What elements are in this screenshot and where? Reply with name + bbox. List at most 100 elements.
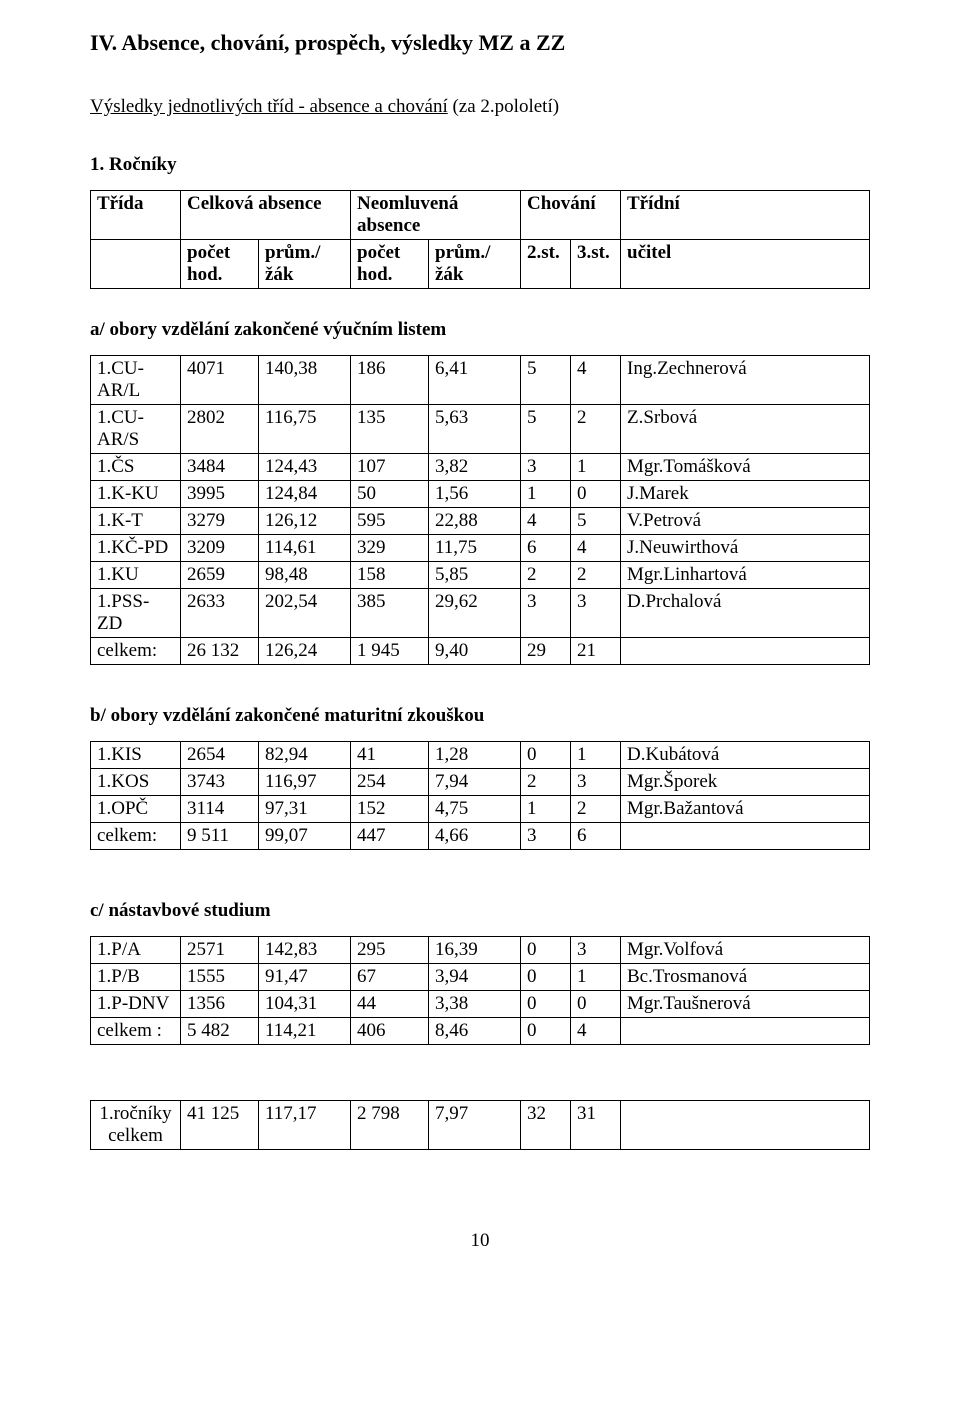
cell-name: 1.KOS (91, 769, 181, 796)
section-a-table: 1.CU-AR/L4071140,381866,4154Ing.Zechnero… (90, 355, 870, 665)
grand-line2: celkem (108, 1125, 163, 1146)
section-b-table: 1.KIS265482,94411,2801D.Kubátová1.KOS374… (90, 741, 870, 850)
cell-c6: 2 (571, 796, 621, 823)
cell-c3: 254 (351, 769, 429, 796)
hdr-prumzak1: prům./žák (259, 240, 351, 289)
total-b-c1: 9 511 (181, 823, 259, 850)
cell-teacher: J.Marek (621, 481, 870, 508)
table-row: 1.KU265998,481585,8522Mgr.Linhartová (91, 562, 870, 589)
cell-c1: 2633 (181, 589, 259, 638)
cell-c1: 2659 (181, 562, 259, 589)
cell-c1: 3114 (181, 796, 259, 823)
cell-c4: 1,28 (429, 742, 521, 769)
cell-c3: 595 (351, 508, 429, 535)
cell-teacher: Ing.Zechnerová (621, 356, 870, 405)
cell-c2: 91,47 (259, 964, 351, 991)
total-b-name: celkem: (91, 823, 181, 850)
total-c-c4: 8,46 (429, 1018, 521, 1045)
hdr-neomluvena: Neomluvená absence (351, 191, 521, 240)
total-c-name: celkem : (91, 1018, 181, 1045)
main-heading: IV. Absence, chování, prospěch, výsledky… (90, 30, 870, 56)
cell-c6: 3 (571, 589, 621, 638)
hdr-celkova: Celková absence (181, 191, 351, 240)
cell-c4: 3,94 (429, 964, 521, 991)
cell-c1: 1555 (181, 964, 259, 991)
cell-c3: 158 (351, 562, 429, 589)
cell-c3: 295 (351, 937, 429, 964)
total-c-c5: 0 (521, 1018, 571, 1045)
cell-c5: 0 (521, 964, 571, 991)
cell-c2: 82,94 (259, 742, 351, 769)
cell-c2: 126,12 (259, 508, 351, 535)
cell-c3: 152 (351, 796, 429, 823)
cell-teacher: Mgr.Taušnerová (621, 991, 870, 1018)
cell-c3: 107 (351, 454, 429, 481)
total-c-c1: 5 482 (181, 1018, 259, 1045)
cell-c5: 5 (521, 356, 571, 405)
cell-c4: 22,88 (429, 508, 521, 535)
cell-c2: 142,83 (259, 937, 351, 964)
table-row: 1.PSS-ZD2633202,5438529,6233D.Prchalová (91, 589, 870, 638)
cell-name: 1.CU-AR/L (91, 356, 181, 405)
cell-teacher: Bc.Trosmanová (621, 964, 870, 991)
cell-c5: 1 (521, 481, 571, 508)
cell-c2: 140,38 (259, 356, 351, 405)
total-c-c6: 4 (571, 1018, 621, 1045)
cell-name: 1.KIS (91, 742, 181, 769)
cell-c6: 4 (571, 356, 621, 405)
cell-c6: 4 (571, 535, 621, 562)
grand-total-table: 1.ročníky celkem 41 125 117,17 2 798 7,9… (90, 1100, 870, 1150)
cell-c1: 2654 (181, 742, 259, 769)
cell-teacher: V.Petrová (621, 508, 870, 535)
cell-c5: 0 (521, 742, 571, 769)
cell-name: 1.P/B (91, 964, 181, 991)
grand-c2: 117,17 (259, 1101, 351, 1150)
cell-c4: 3,82 (429, 454, 521, 481)
cell-c2: 116,75 (259, 405, 351, 454)
cell-c5: 2 (521, 769, 571, 796)
cell-c4: 7,94 (429, 769, 521, 796)
cell-c4: 29,62 (429, 589, 521, 638)
cell-name: 1.OPČ (91, 796, 181, 823)
cell-teacher: Mgr.Šporek (621, 769, 870, 796)
table-row: 1.KOS3743116,972547,9423Mgr.Šporek (91, 769, 870, 796)
total-b-c6: 6 (571, 823, 621, 850)
hdr-trida: Třída (91, 191, 181, 240)
total-a-c3: 1 945 (351, 638, 429, 665)
cell-c3: 329 (351, 535, 429, 562)
cell-c4: 4,75 (429, 796, 521, 823)
cell-teacher: Mgr.Volfová (621, 937, 870, 964)
cell-c4: 11,75 (429, 535, 521, 562)
table-row: 1.K-KU3995124,84501,5610J.Marek (91, 481, 870, 508)
hdr-chovani: Chování (521, 191, 621, 240)
total-a-c1: 26 132 (181, 638, 259, 665)
cell-c5: 4 (521, 508, 571, 535)
cell-c1: 3995 (181, 481, 259, 508)
cell-c3: 385 (351, 589, 429, 638)
total-a-c6: 21 (571, 638, 621, 665)
total-c-c2: 114,21 (259, 1018, 351, 1045)
cell-c6: 0 (571, 481, 621, 508)
cell-c5: 5 (521, 405, 571, 454)
table-row: 1.K-T3279126,1259522,8845V.Petrová (91, 508, 870, 535)
grand-c3: 2 798 (351, 1101, 429, 1150)
cell-c1: 3743 (181, 769, 259, 796)
cell-c2: 104,31 (259, 991, 351, 1018)
cell-c6: 1 (571, 964, 621, 991)
cell-name: 1.PSS-ZD (91, 589, 181, 638)
cell-c4: 1,56 (429, 481, 521, 508)
cell-name: 1.CU-AR/S (91, 405, 181, 454)
cell-c3: 44 (351, 991, 429, 1018)
cell-teacher: J.Neuwirthová (621, 535, 870, 562)
cell-c6: 1 (571, 454, 621, 481)
table-row: 1.P/B155591,47673,9401Bc.Trosmanová (91, 964, 870, 991)
cell-c6: 3 (571, 769, 621, 796)
cell-name: 1.ČS (91, 454, 181, 481)
cell-c4: 5,63 (429, 405, 521, 454)
hdr-prumzak2: prům./žák (429, 240, 521, 289)
cell-c3: 135 (351, 405, 429, 454)
section-a-title: a/ obory vzdělání zakončené výučním list… (90, 319, 870, 341)
total-b-c3: 447 (351, 823, 429, 850)
grand-c5: 32 (521, 1101, 571, 1150)
page-number: 10 (90, 1230, 870, 1252)
